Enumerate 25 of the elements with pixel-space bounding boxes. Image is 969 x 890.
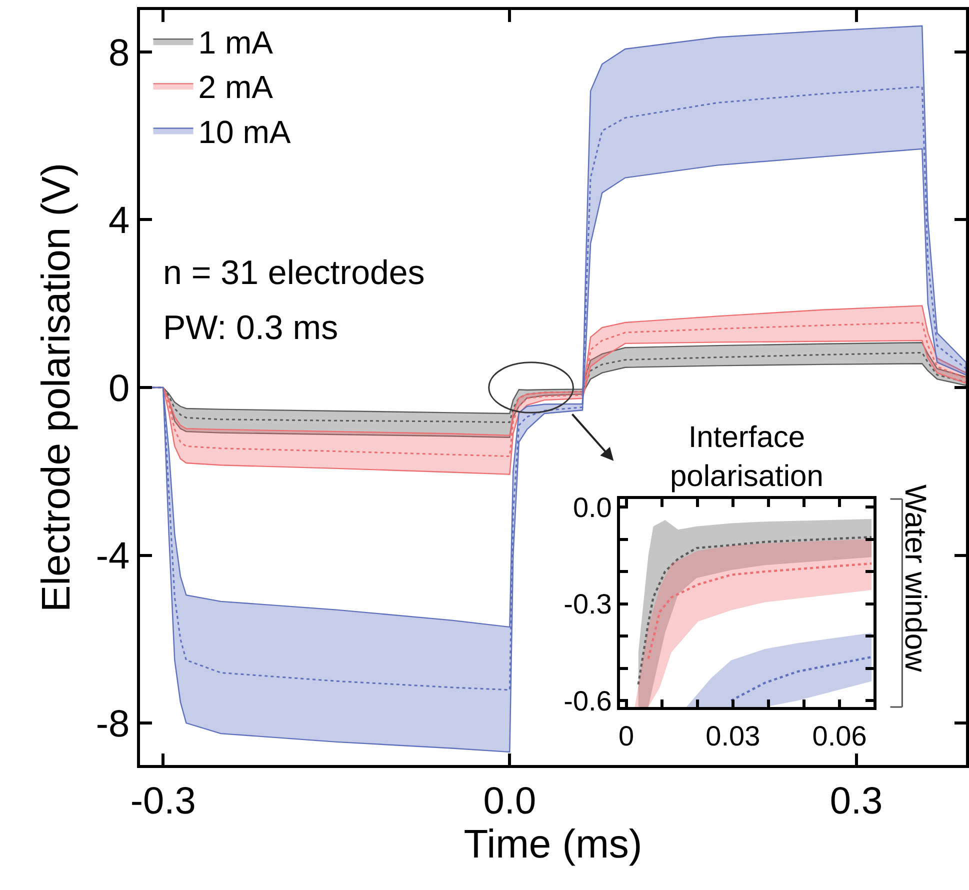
y-tick-label: -4 [96,536,130,578]
legend-label: 1 mA [198,24,274,61]
y-tick-label: -0.6 [564,685,612,716]
x-tick-label: 0 [618,720,634,752]
x-tick-label: 0.3 [830,780,883,822]
y-tick-label: 0.0 [572,492,612,523]
annotation: Water window [898,484,932,672]
y-tick-label: -8 [96,703,130,746]
annotation: n = 31 electrodes [163,254,425,292]
annotation: PW: 0.3 ms [163,309,338,347]
y-tick-label: 4 [108,200,130,242]
x-axis-title: Time (ms) [464,822,642,866]
x-tick-label: 0.03 [706,720,760,752]
line-series [730,656,873,702]
legend-label: 10 mA [198,114,292,150]
chart-title: Interface polarisation [670,421,824,493]
x-tick-label: 0.0 [483,780,536,822]
line-series [637,536,873,686]
y-tick-label: 8 [108,32,130,74]
x-tick-label: 0.06 [812,720,867,752]
y-axis-title: Electrode polarisation (V) [34,162,78,612]
y-tick-label: -0.3 [564,588,612,620]
y-tick-label: 0 [108,368,130,410]
legend-label: 2 mA [198,69,274,106]
line-series [647,562,873,660]
